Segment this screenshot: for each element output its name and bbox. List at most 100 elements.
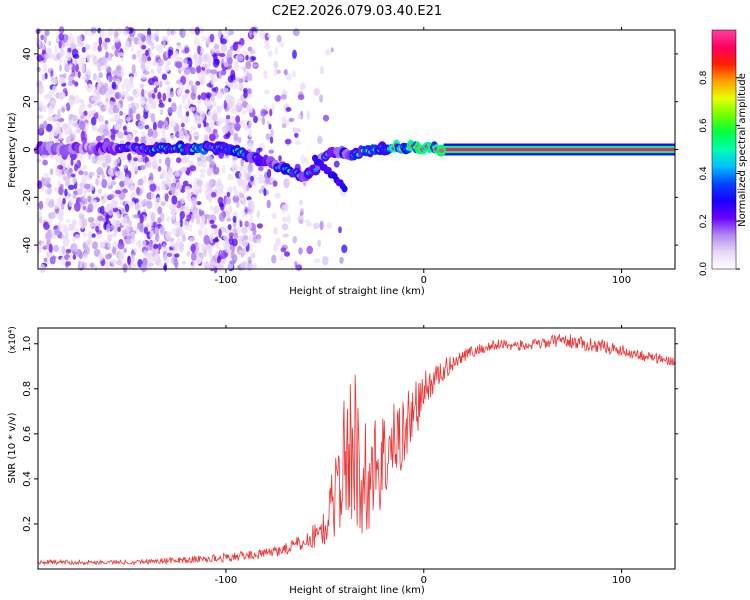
colorbar-tick-label: 0.0: [699, 262, 709, 277]
spectrogram-speckle: [109, 117, 116, 123]
spectrogram-speckle: [211, 47, 216, 52]
spectrogram-speckle: [163, 262, 167, 272]
spectrogram-speckle: [177, 90, 183, 95]
spectrogram-speckle: [137, 32, 144, 38]
spectrogram-speckle: [197, 94, 201, 100]
spectrogram-speckle: [111, 136, 116, 141]
spectrogram-speckle: [104, 206, 111, 212]
spectrogram-speckle: [229, 260, 236, 265]
spectrogram-speckle: [299, 82, 306, 91]
spectrogram-speckle: [184, 47, 190, 53]
spectrogram-speckle: [44, 177, 51, 183]
spectrogram-speckle: [243, 88, 248, 93]
spectrogram-speckle: [186, 155, 191, 165]
spectrogram-speckle: [45, 230, 53, 241]
spectrogram-speckle: [126, 153, 131, 161]
spectrogram-speckle: [83, 252, 89, 260]
spectrogram-speckle: [103, 82, 109, 93]
spectrogram-speckle: [183, 58, 189, 64]
spectrogram-speckle: [212, 111, 218, 121]
spectrogram-speckle: [68, 36, 75, 43]
spectrogram-speckle: [300, 154, 306, 164]
spectrogram-speckle: [72, 194, 77, 200]
spectrogram-speckle: [78, 170, 84, 176]
spectrogram-speckle: [101, 179, 108, 189]
spectrogram-speckle: [174, 171, 180, 177]
spectrogram-speckle: [265, 133, 271, 141]
spectrogram-speckle: [322, 255, 329, 266]
spectrogram-speckle: [166, 252, 173, 257]
spectrogram-speckle: [176, 226, 183, 234]
spectrogram-speckle: [162, 243, 166, 249]
spectrogram-speckle: [330, 47, 334, 53]
spectrogram-speckle: [252, 63, 258, 68]
spectrogram-speckle: [145, 49, 149, 57]
spectrogram-speckle: [179, 210, 185, 220]
spectrogram-speckle: [117, 52, 124, 57]
spectrogram-speckle: [231, 163, 239, 172]
spectrogram-speckle: [208, 179, 214, 186]
spectrogram-speckle: [36, 66, 41, 73]
spectrogram-y-tick-label: -40: [22, 237, 33, 253]
spectrogram-speckle: [216, 91, 224, 99]
spectrogram-speckle: [125, 225, 130, 232]
spectrogram-speckle: [88, 109, 92, 120]
spectrogram-speckle: [46, 116, 54, 122]
spectrogram-speckle: [40, 34, 45, 41]
spectrogram-speckle: [322, 114, 330, 122]
spectrogram-speckle: [324, 49, 332, 56]
spectrogram-speckle: [147, 91, 152, 99]
spectrogram-speckle: [184, 220, 188, 227]
spectrogram-speckle: [194, 57, 201, 67]
spectrogram-speckle: [45, 251, 53, 257]
spectrogram-speckle: [116, 210, 120, 218]
spectrogram-speckle: [258, 147, 263, 152]
spectrogram-speckle: [84, 183, 91, 190]
spectrogram-speckle: [205, 182, 210, 190]
spectrogram-speckle: [122, 112, 126, 118]
spectrogram-speckle: [184, 185, 191, 193]
spectrogram-speckle: [230, 249, 235, 260]
spectrogram-speckle: [252, 31, 257, 36]
spectrogram-speckle: [115, 66, 122, 71]
spectrogram-speckle: [141, 131, 146, 137]
spectrogram-speckle: [66, 168, 70, 176]
snr-y-label: SNR (10 * v/v): [7, 412, 18, 483]
spectrogram-speckle: [224, 252, 229, 258]
spectrogram-speckle: [227, 174, 234, 181]
spectrogram-speckle: [241, 210, 245, 219]
spectrogram-speckle: [48, 219, 53, 226]
spectrogram-speckle: [212, 76, 219, 83]
spectrogram-speckle: [70, 134, 76, 141]
spectrogram-ridge-layer: [33, 139, 675, 193]
spectrogram-speckle: [168, 170, 175, 178]
spectrogram-speckle: [152, 255, 158, 262]
spectrogram-speckle: [72, 176, 77, 184]
spectrogram-y-tick-label: 40: [22, 48, 33, 61]
spectrogram-speckle: [103, 128, 109, 136]
spectrogram-speckle: [158, 158, 162, 164]
spectrogram-speckle: [233, 132, 239, 141]
spectrogram-speckle: [157, 120, 164, 129]
spectrogram-speckle: [116, 73, 124, 78]
spectrogram-speckle: [190, 67, 196, 75]
spectrogram-speckle: [285, 107, 292, 112]
snr-y-tick-label: 0.4: [22, 471, 33, 487]
spectrogram-speckle: [180, 122, 185, 128]
spectrogram-speckle: [132, 129, 138, 135]
spectrogram-speckle: [174, 260, 179, 269]
spectrogram-speckle: [155, 197, 162, 202]
spectrogram-speckle: [123, 28, 130, 34]
spectrogram-speckle: [112, 232, 117, 238]
spectrogram-speckle: [97, 45, 102, 52]
spectrogram-speckle: [131, 53, 137, 60]
spectrogram-speckle: [238, 78, 244, 84]
spectrogram-speckle: [50, 78, 57, 83]
spectrogram-speckle: [92, 109, 97, 114]
spectrogram-speckle: [183, 63, 189, 68]
spectrogram-speckle: [81, 218, 88, 228]
spectrogram-speckle: [99, 28, 106, 38]
spectrogram-speckle: [80, 56, 86, 62]
spectrogram-speckle: [115, 219, 121, 229]
